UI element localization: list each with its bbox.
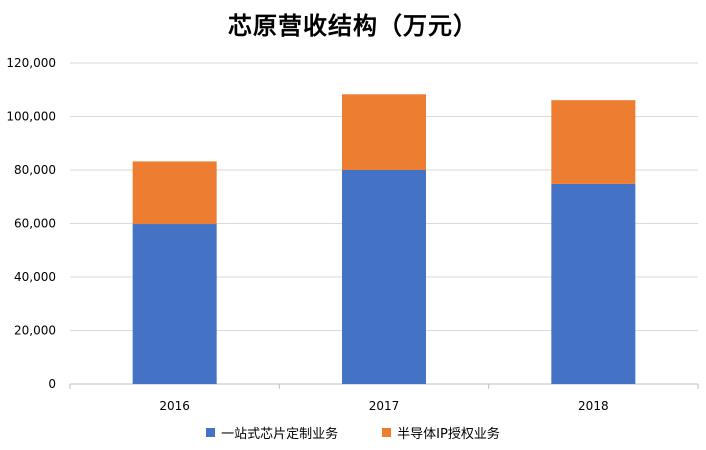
bar-custom-chip-2018 (551, 183, 636, 384)
chart-title: 芯原营收结构（万元） (228, 12, 478, 40)
legend-item-1: 半导体IP授权业务 (382, 423, 500, 442)
legend-label-1: 半导体IP授权业务 (397, 427, 500, 442)
y-tick-label: 20,000 (14, 324, 56, 338)
bar-ip-license-2017 (342, 94, 426, 170)
y-tick-label: 120,000 (6, 56, 56, 70)
bar-ip-license-2018 (551, 100, 636, 184)
y-tick-label: 100,000 (6, 110, 56, 124)
legend-label-0: 一站式芯片定制业务 (221, 427, 339, 442)
legend: 一站式芯片定制业务 半导体IP授权业务 (0, 423, 706, 442)
legend-swatch-0 (206, 428, 216, 437)
y-tick-label: 60,000 (14, 217, 56, 231)
x-tick-label: 2016 (159, 399, 190, 413)
y-tick-label: 40,000 (14, 270, 56, 284)
legend-item-0: 一站式芯片定制业务 (206, 423, 338, 442)
bar-custom-chip-2017 (342, 170, 426, 384)
y-tick-label: 80,000 (14, 163, 56, 177)
bar-custom-chip-2016 (132, 224, 217, 384)
legend-swatch-1 (382, 428, 392, 437)
y-tick-label: 0 (48, 377, 56, 391)
bar-ip-license-2016 (132, 161, 217, 225)
x-tick-label: 2017 (369, 399, 400, 413)
x-tick-label: 2018 (578, 399, 609, 413)
